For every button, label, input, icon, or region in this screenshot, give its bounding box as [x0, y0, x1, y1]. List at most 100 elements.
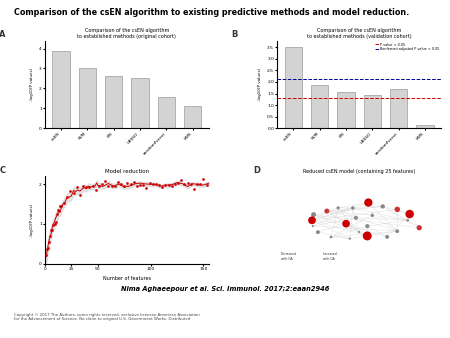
Point — [165, 182, 172, 188]
Point — [114, 179, 122, 185]
Point — [379, 204, 386, 209]
Point — [171, 182, 179, 187]
Point — [308, 218, 315, 223]
Point — [394, 207, 401, 212]
Point — [56, 204, 63, 209]
Point — [356, 229, 363, 235]
Text: C: C — [0, 166, 5, 175]
Point — [364, 233, 371, 239]
Text: Copyright © 2017 The Authors, some rights reserved, exclusive licensee American : Copyright © 2017 The Authors, some right… — [14, 313, 199, 321]
Text: Nima Aghaeepour et al. Sci. Immunol. 2017;2:eaan2946: Nima Aghaeepour et al. Sci. Immunol. 201… — [121, 286, 329, 292]
Point — [79, 184, 86, 189]
Y-axis label: -log10(P values): -log10(P values) — [30, 203, 33, 237]
Point — [184, 181, 191, 186]
Bar — [131, 78, 149, 128]
Point — [86, 185, 93, 190]
Bar — [53, 51, 70, 128]
Y-axis label: -log10(P values): -log10(P values) — [30, 68, 33, 101]
Point — [194, 182, 201, 187]
Point — [111, 183, 118, 188]
Point — [140, 183, 147, 188]
Point — [51, 222, 58, 227]
Point — [57, 203, 64, 209]
Point — [406, 211, 413, 217]
Bar — [158, 97, 175, 128]
Point — [49, 227, 56, 232]
Point — [60, 201, 68, 206]
Point — [89, 183, 96, 189]
Point — [45, 239, 53, 244]
Point — [102, 178, 109, 184]
Point — [127, 181, 134, 187]
Point — [50, 223, 57, 228]
Point — [394, 228, 401, 234]
Bar — [79, 68, 96, 128]
Bar — [285, 47, 302, 128]
Point — [416, 225, 423, 231]
Bar — [416, 125, 433, 128]
Title: Comparison of the csEN algorithm
to established methods (original cohort): Comparison of the csEN algorithm to esta… — [77, 28, 176, 39]
Bar — [311, 86, 328, 128]
Point — [197, 181, 204, 187]
Point — [53, 211, 60, 217]
Point — [130, 179, 137, 185]
Text: B: B — [232, 30, 238, 39]
Point — [45, 245, 52, 251]
Point — [187, 182, 194, 187]
Point — [349, 205, 356, 211]
Bar — [364, 95, 381, 128]
Point — [310, 212, 317, 217]
Point — [76, 193, 83, 198]
Point — [168, 183, 176, 189]
Point — [175, 180, 182, 186]
Point — [178, 177, 185, 182]
Point — [346, 236, 353, 241]
Point — [309, 223, 316, 229]
Legend: P value < 0.05, Bonferroni adjusted P value < 0.05: P value < 0.05, Bonferroni adjusted P va… — [374, 42, 439, 52]
Point — [108, 184, 115, 189]
Point — [44, 246, 51, 252]
Title: Reduced csEN model (containing 25 features): Reduced csEN model (containing 25 featur… — [303, 169, 415, 174]
Text: A: A — [0, 30, 6, 39]
Point — [70, 190, 77, 195]
Text: D: D — [253, 166, 260, 175]
Point — [124, 180, 131, 186]
Bar — [184, 106, 201, 128]
Bar — [105, 76, 122, 128]
Title: Comparison of the csEN algorithm
to established methods (validation cohort): Comparison of the csEN algorithm to esta… — [307, 28, 411, 39]
Point — [67, 189, 74, 194]
Point — [52, 219, 59, 224]
Point — [315, 230, 322, 235]
Point — [92, 188, 99, 193]
Point — [152, 182, 159, 187]
Point — [54, 208, 61, 213]
Point — [181, 181, 188, 186]
Point — [121, 183, 128, 188]
Point — [117, 181, 125, 186]
Point — [364, 223, 371, 229]
Point — [327, 234, 334, 240]
Point — [162, 183, 169, 188]
Point — [200, 177, 207, 182]
Point — [55, 209, 62, 214]
Title: Model reduction: Model reduction — [105, 169, 149, 174]
Point — [63, 194, 71, 200]
Point — [136, 182, 144, 188]
Point — [149, 181, 156, 186]
Point — [82, 184, 90, 190]
Bar — [390, 89, 407, 128]
Text: Increased
with GA: Increased with GA — [323, 252, 338, 261]
Point — [365, 200, 372, 205]
X-axis label: Number of features: Number of features — [103, 276, 151, 282]
Point — [99, 182, 106, 187]
Point — [155, 182, 162, 187]
Point — [73, 184, 80, 190]
Point — [48, 227, 55, 233]
Text: Comparison of the csEN algorithm to existing predictive methods and model reduct: Comparison of the csEN algorithm to exis… — [14, 8, 409, 18]
Point — [190, 186, 198, 191]
Point — [203, 182, 210, 187]
Point — [334, 205, 342, 211]
Point — [105, 183, 112, 189]
Text: Decreased
with GA: Decreased with GA — [281, 252, 297, 261]
Point — [352, 215, 360, 220]
